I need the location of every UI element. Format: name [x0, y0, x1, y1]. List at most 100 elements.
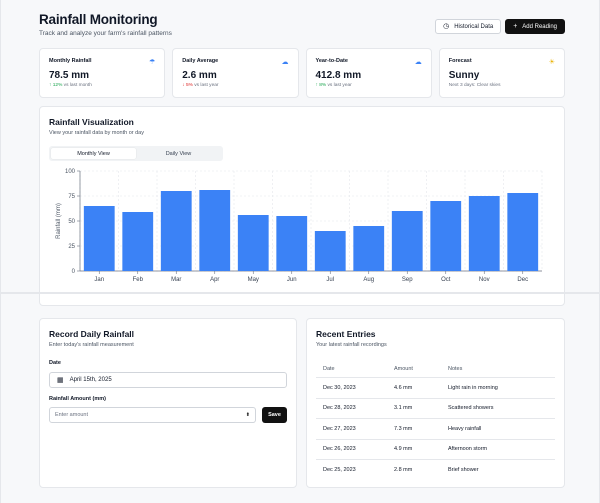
stat-card-ytd: Year-to-Date 412.8 mm ↑ 8% vs last year …	[305, 48, 432, 98]
stat-value: Sunny	[448, 70, 480, 81]
table-row: Dec 25, 2023 2.8 mm Brief shower	[316, 460, 555, 481]
section-divider	[1, 292, 600, 294]
y-tick-label: 0	[72, 269, 76, 275]
y-tick-label: 50	[68, 219, 75, 225]
x-tick-label: Feb	[133, 277, 144, 283]
cell-notes: Scattered showers	[448, 405, 494, 412]
tab-monthly-view[interactable]: Monthly View	[51, 148, 136, 159]
bar-dec	[507, 193, 539, 271]
stat-change: ↑ 8%	[315, 83, 327, 88]
recent-entries-card: Recent Entries Your latest rainfall reco…	[306, 318, 565, 488]
amount-label: Rainfall Amount (mm)	[49, 396, 106, 402]
calendar-icon: ▦	[57, 377, 64, 384]
stat-note-text: vs last year	[326, 83, 352, 88]
stats-row: Monthly Rainfall 78.5 mm ↑ 12% vs last m…	[39, 48, 565, 98]
recent-subtitle: Your latest rainfall recordings	[316, 342, 387, 348]
page-title: Rainfall Monitoring	[39, 12, 158, 27]
cell-notes: Heavy rainfall	[448, 425, 482, 432]
cell-amount: 7.3 mm	[394, 425, 413, 432]
bar-jul	[314, 231, 346, 271]
cell-notes: Brief shower	[448, 467, 479, 474]
stat-value: 78.5 mm	[49, 70, 90, 81]
viz-title: Rainfall Visualization	[49, 117, 134, 127]
bar-sep	[391, 211, 423, 271]
stat-note: ↑ 12% vs last month	[49, 83, 155, 88]
y-tick-label: 100	[65, 169, 76, 175]
add-reading-button[interactable]: + Add Reading	[505, 19, 565, 34]
recent-entries-table: Date Amount Notes Dec 30, 2023 4.6 mm Li…	[316, 360, 555, 481]
add-reading-label: Add Reading	[522, 23, 557, 30]
plus-icon: +	[513, 23, 518, 30]
stat-card-forecast: Forecast Sunny Next 3 days: Clear skies …	[438, 48, 565, 98]
stat-label: Monthly Rainfall	[49, 58, 92, 64]
tab-daily-view[interactable]: Daily View	[165, 150, 192, 157]
viz-subtitle: View your rainfall data by month or day	[49, 130, 144, 136]
bar-mar	[160, 191, 192, 271]
cell-date: Dec 27, 2023	[323, 425, 356, 432]
x-tick-label: Mar	[171, 277, 181, 283]
record-rainfall-card: Record Daily Rainfall Enter today's rain…	[39, 318, 297, 488]
stat-note-text: vs last year	[192, 83, 219, 88]
cell-notes: Afternoon storm	[448, 446, 488, 453]
page-header: Rainfall Monitoring Track and analyze yo…	[39, 12, 565, 42]
x-tick-label: Sep	[402, 277, 413, 283]
save-button[interactable]: Save	[262, 407, 287, 423]
record-title: Record Daily Rainfall	[49, 329, 135, 339]
rainfall-amount-input[interactable]: Enter amount ⬍	[49, 407, 256, 423]
cell-date: Dec 28, 2023	[323, 405, 356, 412]
cell-amount: 4.6 mm	[394, 384, 413, 391]
y-axis-label: Rainfall (mm)	[56, 203, 62, 239]
history-icon: ◷	[443, 23, 450, 30]
x-tick-label: Apr	[210, 277, 219, 283]
stat-label: Year-to-Date	[315, 58, 348, 64]
x-tick-label: Jan	[94, 277, 104, 283]
recent-title: Recent Entries	[316, 329, 376, 339]
stat-note: ↑ 8% vs last year	[316, 83, 422, 88]
date-value: April 15th, 2025	[69, 377, 112, 383]
cell-amount: 2.8 mm	[394, 467, 413, 474]
date-label: Date	[49, 360, 61, 366]
cell-notes: Light rain in morning	[448, 384, 498, 391]
rainfall-visualization-card: Rainfall Visualization View your rainfal…	[39, 106, 565, 306]
stat-note: Next 3 days: Clear skies	[448, 83, 501, 88]
cell-date: Dec 26, 2023	[323, 446, 356, 453]
stat-value: 2.6 mm	[182, 70, 217, 81]
col-amount: Amount	[394, 365, 413, 372]
x-tick-label: Jun	[287, 277, 297, 283]
x-tick-label: Dec	[517, 277, 528, 283]
stat-label: Forecast	[448, 58, 472, 64]
y-tick-label: 25	[68, 244, 75, 250]
header-actions: ◷ Historical Data + Add Reading	[435, 19, 565, 34]
y-tick-label: 75	[68, 194, 75, 200]
table-header: Date Amount Notes	[316, 360, 555, 378]
cell-date: Dec 25, 2023	[323, 467, 356, 474]
date-picker[interactable]: ▦ April 15th, 2025	[49, 372, 287, 388]
record-subtitle: Enter today's rainfall measurement	[49, 342, 134, 348]
amount-row: Enter amount ⬍ Save	[49, 407, 287, 423]
page-subtitle: Track and analyze your farm's rainfall p…	[39, 30, 172, 37]
cloud-icon: ☁	[414, 59, 422, 66]
cloud-icon: ☁	[281, 59, 289, 66]
stat-change: ↓ 5%	[182, 83, 193, 88]
historical-data-button[interactable]: ◷ Historical Data	[435, 19, 502, 34]
table-row: Dec 30, 2023 4.6 mm Light rain in mornin…	[316, 378, 555, 399]
col-notes: Notes	[448, 365, 463, 372]
view-toggle: Monthly View Daily View	[49, 146, 223, 161]
stepper-icon[interactable]: ⬍	[245, 412, 250, 418]
bar-feb	[122, 212, 154, 271]
bar-may	[237, 215, 269, 271]
cell-amount: 4.9 mm	[394, 446, 413, 453]
stat-note-text: vs last month	[62, 83, 92, 88]
table-row: Dec 26, 2023 4.9 mm Afternoon storm	[316, 440, 555, 460]
stat-change: ↑ 12%	[49, 83, 63, 88]
col-date: Date	[323, 365, 335, 372]
historical-data-label: Historical Data	[454, 23, 494, 30]
stat-card-monthly: Monthly Rainfall 78.5 mm ↑ 12% vs last m…	[39, 48, 166, 98]
x-tick-label: Aug	[363, 277, 374, 283]
bar-apr	[199, 190, 231, 271]
stat-card-daily: Daily Average 2.6 mm ↓ 5% vs last year ☁	[172, 48, 299, 98]
cell-date: Dec 30, 2023	[323, 384, 356, 391]
cell-amount: 3.1 mm	[394, 405, 413, 412]
bar-jan	[83, 206, 115, 271]
